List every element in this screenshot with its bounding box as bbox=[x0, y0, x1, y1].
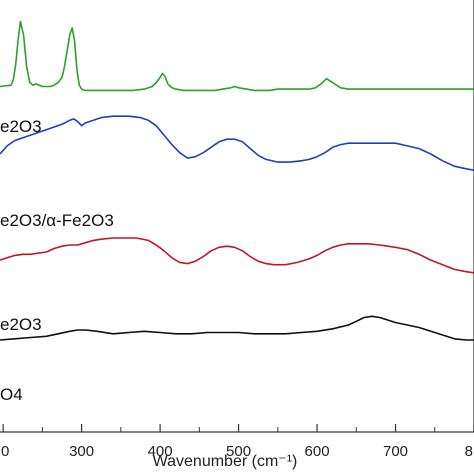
x-tick-label-600: 600 bbox=[305, 443, 330, 460]
x-axis-label: Wavenumber (cm⁻¹) bbox=[153, 453, 298, 470]
x-tick-label-800: 8 bbox=[465, 443, 473, 460]
series-labels: e2O3 e2O3/α-Fe2O3 e2O3 O4 bbox=[0, 117, 114, 404]
x-axis-ticks: 0 300 400 500 600 700 8 bbox=[1, 424, 474, 460]
x-tick-label-500: 500 bbox=[226, 443, 251, 460]
x-tick-label-400: 400 bbox=[148, 443, 173, 460]
series-line-4 bbox=[0, 315, 474, 341]
x-tick-label-200: 0 bbox=[1, 443, 9, 460]
series-label-2: e2O3/α-Fe2O3 bbox=[0, 211, 114, 230]
series-label-1: e2O3 bbox=[0, 117, 42, 136]
x-tick-label-700: 700 bbox=[383, 443, 408, 460]
series-label-4: O4 bbox=[0, 385, 23, 404]
plot-area: 0 300 400 500 600 700 8 e2O3 e2O3/α-Fe2O3 e2O3 O4 bbox=[0, 0, 474, 460]
series-line-2 bbox=[0, 115, 474, 171]
series-label-3: e2O3 bbox=[0, 315, 42, 334]
series-line-3 bbox=[0, 237, 474, 274]
series-group bbox=[0, 20, 474, 341]
plot-frame bbox=[0, 0, 474, 433]
x-tick-label-300: 300 bbox=[69, 443, 94, 460]
series-line-1 bbox=[0, 20, 474, 92]
